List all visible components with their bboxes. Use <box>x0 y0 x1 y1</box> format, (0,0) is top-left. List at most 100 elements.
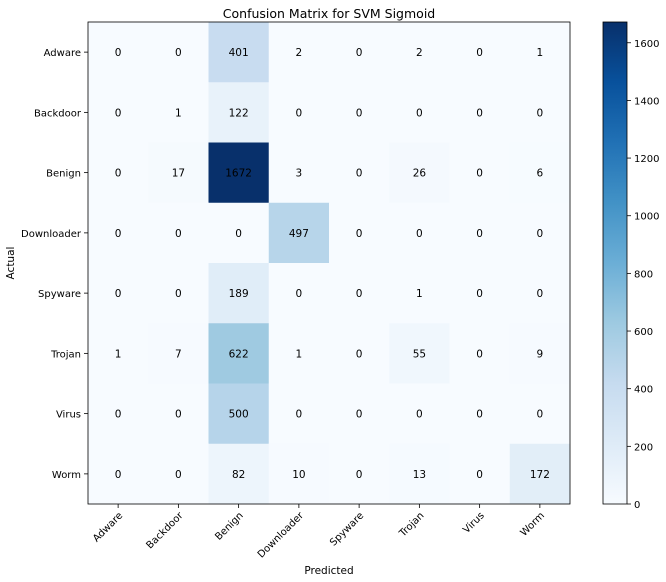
heatmap-cell <box>88 383 149 445</box>
cell-value-label: 82 <box>232 469 245 481</box>
heatmap-cell <box>329 142 390 204</box>
heatmap-cell <box>208 22 270 83</box>
heatmap-cell <box>389 82 450 143</box>
cell-value-label: 0 <box>296 107 303 119</box>
cell-value-label: 0 <box>476 47 483 59</box>
cell-value-label: 3 <box>296 168 303 180</box>
cell-value-label: 0 <box>356 47 363 59</box>
y-tick-label: Virus <box>56 410 81 421</box>
colorbar-ticks: 0 200 400 600 800 1000 1200 1400 1600 <box>627 39 659 511</box>
cell-value-label: 401 <box>229 47 249 59</box>
colorbar-tick-label: 0 <box>634 500 640 511</box>
x-tick-label: Adware <box>91 510 125 544</box>
heatmap-cell <box>268 202 330 264</box>
cell-value-label: 0 <box>296 288 303 300</box>
cell-value-label: 17 <box>172 168 185 180</box>
y-tick-label: Trojan <box>50 349 81 360</box>
heatmap-cell <box>268 22 330 83</box>
colorbar-tick-label: 1200 <box>634 154 659 165</box>
heatmap-cell <box>329 202 390 264</box>
heatmap-cell <box>509 142 571 204</box>
cell-value-label: 0 <box>175 228 182 240</box>
cell-value-label: 2 <box>416 47 423 59</box>
heatmap-cell <box>449 383 511 445</box>
y-axis-label: Actual <box>5 247 17 280</box>
heatmap-cell <box>88 82 149 143</box>
heatmap-cell <box>389 22 450 83</box>
y-tick-label: Worm <box>52 470 81 481</box>
cell-value-label: 0 <box>356 469 363 481</box>
y-tick-label: Spyware <box>38 289 81 300</box>
heatmap-cell <box>329 82 390 143</box>
heatmap-cell <box>208 202 270 264</box>
cell-value-label: 1 <box>537 47 544 59</box>
cell-value-label: 0 <box>476 348 483 360</box>
heatmap-cell <box>509 82 571 143</box>
cell-value-label: 1 <box>416 288 423 300</box>
heatmap-cell <box>88 443 149 505</box>
colorbar <box>602 21 628 505</box>
heatmap-cell <box>88 263 149 324</box>
heatmap-cell <box>88 22 149 83</box>
cell-value-label: 0 <box>356 409 363 421</box>
heatmap-cell <box>389 142 450 204</box>
cell-value-label: 0 <box>296 409 303 421</box>
cell-value-label: 500 <box>229 409 249 421</box>
heatmap-cell <box>389 383 450 445</box>
cell-value-label: 0 <box>356 168 363 180</box>
heatmap-cell <box>268 142 330 204</box>
cell-value-label: 0 <box>356 348 363 360</box>
heatmap-cell <box>509 22 571 83</box>
heatmap-cell-labels: 0 0 401 2 0 2 0 10 1 122 0 0 0 0 00 17 1672 3 0 26 0 60 0 0 497 0… <box>115 47 550 481</box>
heatmap-cell <box>208 82 270 143</box>
colorbar-tick-label: 1400 <box>634 96 659 107</box>
heatmap-cell <box>148 443 209 505</box>
cell-value-label: 0 <box>356 107 363 119</box>
cell-value-label: 10 <box>292 469 305 481</box>
x-tick-label: Virus <box>461 510 487 536</box>
cell-value-label: 0 <box>476 168 483 180</box>
x-tick-label: Trojan <box>397 510 427 540</box>
cell-value-label: 0 <box>115 288 122 300</box>
heatmap-cell <box>148 82 209 143</box>
heatmap-cell <box>88 202 149 264</box>
heatmap-cell <box>449 22 511 83</box>
cell-value-label: 55 <box>413 348 426 360</box>
heatmap-cell <box>208 263 270 324</box>
plot-frame <box>87 21 571 505</box>
cell-value-label: 622 <box>229 348 249 360</box>
heatmap-cell <box>148 202 209 264</box>
cell-value-label: 1 <box>115 348 122 360</box>
cell-value-label: 0 <box>356 288 363 300</box>
cell-value-label: 0 <box>175 469 182 481</box>
heatmap-cell <box>389 202 450 264</box>
heatmap-cell <box>449 263 511 324</box>
heatmap-cell <box>208 383 270 445</box>
chart-title: Confusion Matrix for SVM Sigmoid <box>223 6 435 21</box>
heatmap-cell <box>329 22 390 83</box>
x-tick-label: Backdoor <box>144 510 186 552</box>
colorbar-tick-label: 1000 <box>634 212 659 223</box>
cell-value-label: 0 <box>115 47 122 59</box>
heatmap-cell <box>329 383 390 445</box>
heatmap-cell <box>389 443 450 505</box>
cell-value-label: 0 <box>416 409 423 421</box>
heatmap-cell <box>509 383 571 445</box>
cell-value-label: 0 <box>476 409 483 421</box>
cell-value-label: 0 <box>115 168 122 180</box>
heatmap-cell <box>268 383 330 445</box>
heatmap-cell <box>268 323 330 384</box>
y-tick-label: Downloader <box>21 229 82 240</box>
cell-value-label: 0 <box>175 288 182 300</box>
cell-value-label: 0 <box>537 228 544 240</box>
heatmap-cell <box>449 202 511 264</box>
heatmap-cell <box>329 323 390 384</box>
cell-value-label: 6 <box>537 168 544 180</box>
x-tick-label: Spyware <box>328 510 366 548</box>
heatmap-cell <box>329 263 390 324</box>
colorbar-tick-label: 400 <box>634 385 653 396</box>
cell-value-label: 0 <box>476 107 483 119</box>
y-tick-label: Backdoor <box>34 108 82 119</box>
cell-value-label: 0 <box>115 107 122 119</box>
heatmap-cell <box>208 142 270 204</box>
